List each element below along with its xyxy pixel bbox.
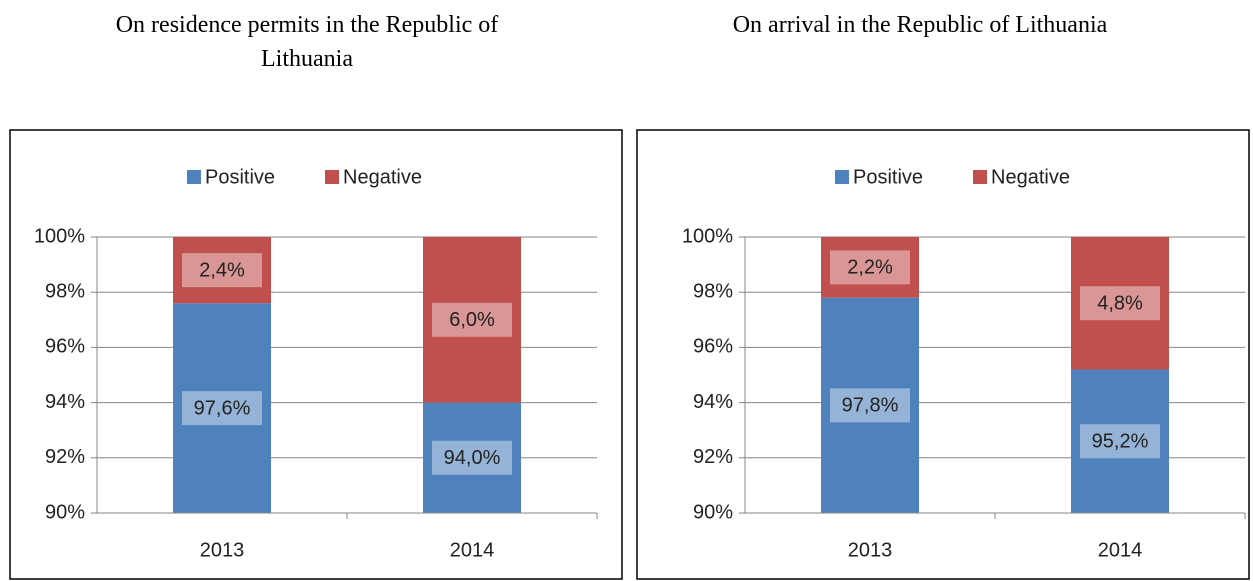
data-label-bg [182, 253, 262, 288]
x-tick-label: 2014 [450, 539, 495, 561]
y-tick-label: 100% [34, 225, 85, 247]
data-label: 2,2% [847, 257, 893, 279]
bar-segment [1071, 369, 1169, 513]
data-label-bg [432, 440, 512, 475]
data-label-bg [1080, 286, 1160, 321]
bar-segment [423, 237, 521, 403]
data-label: 97,8% [842, 395, 899, 417]
chart-frame [636, 129, 1250, 580]
legend-label: Positive [853, 166, 923, 188]
legend-label: Negative [991, 166, 1070, 188]
bar-segment [423, 402, 521, 513]
legend-swatch [973, 170, 987, 184]
bar-segment [821, 237, 919, 298]
y-tick-label: 100% [682, 225, 733, 247]
y-tick-label: 96% [45, 336, 85, 358]
data-label-bg [432, 302, 512, 337]
data-label: 4,8% [1097, 293, 1143, 315]
data-label: 2,4% [199, 259, 245, 281]
x-tick-label: 2013 [848, 539, 893, 561]
data-label-bg [830, 250, 910, 285]
y-tick-label: 96% [693, 336, 733, 358]
data-label: 97,6% [194, 397, 251, 419]
bar-segment [173, 303, 271, 513]
legend-swatch [835, 170, 849, 184]
y-tick-label: 92% [45, 446, 85, 468]
data-label-bg [1080, 424, 1160, 459]
y-tick-label: 98% [45, 280, 85, 302]
y-tick-label: 94% [693, 391, 733, 413]
chart-frame [9, 129, 623, 580]
bar-segment [821, 297, 919, 513]
legend-swatch [187, 170, 201, 184]
data-label: 94,0% [444, 447, 501, 469]
y-tick-label: 90% [693, 501, 733, 523]
x-tick-label: 2014 [1098, 539, 1143, 561]
legend-label: Positive [205, 166, 275, 188]
legend-label: Negative [343, 166, 422, 188]
data-label: 6,0% [449, 309, 495, 331]
chart-title: On residence permits in the Republic of … [115, 12, 499, 72]
y-tick-label: 98% [693, 280, 733, 302]
bar-segment [1071, 237, 1169, 370]
y-tick-label: 94% [45, 391, 85, 413]
data-label-bg [830, 388, 910, 423]
data-label: 95,2% [1092, 431, 1149, 453]
chart-title: On arrival in the Republic of Lithuania [732, 12, 1108, 38]
bar-segment [173, 237, 271, 304]
legend-swatch [325, 170, 339, 184]
y-tick-label: 92% [693, 446, 733, 468]
x-tick-label: 2013 [200, 539, 245, 561]
data-label-bg [182, 391, 262, 426]
y-tick-label: 90% [45, 501, 85, 523]
